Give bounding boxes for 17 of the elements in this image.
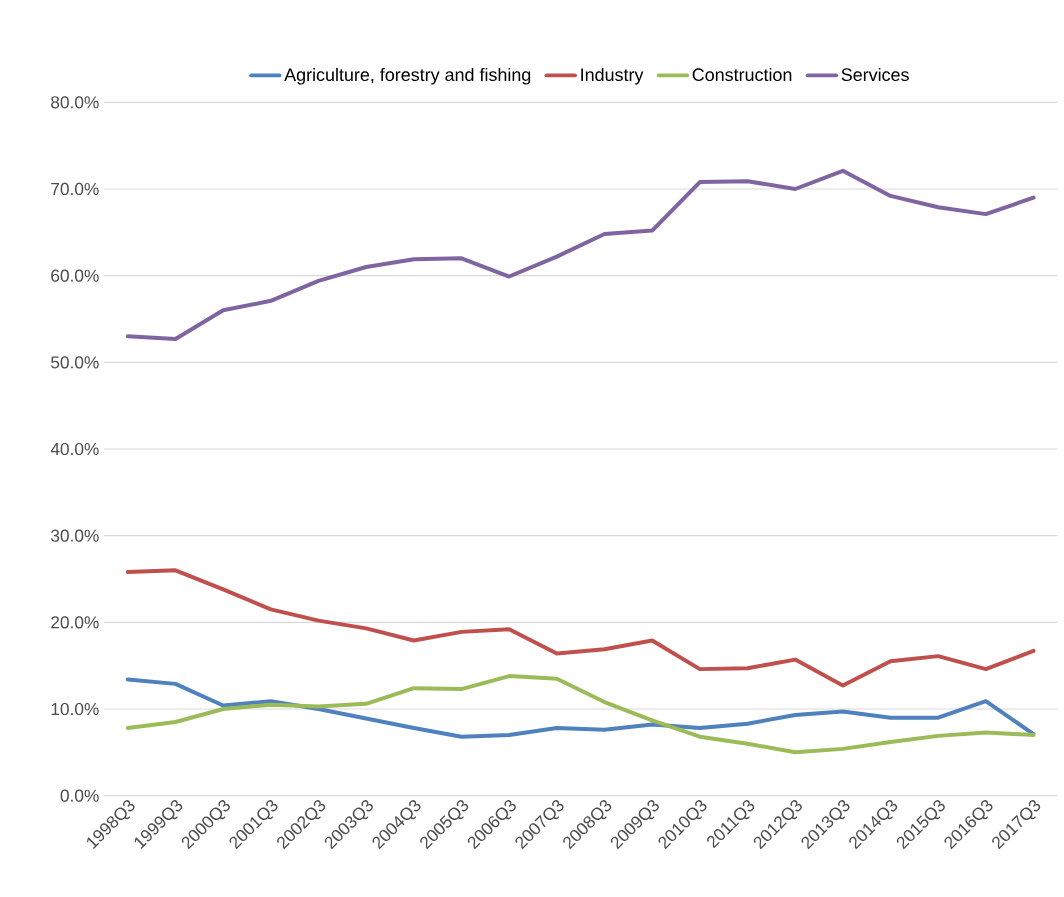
y-tick-label: 10.0%: [51, 702, 99, 716]
y-tick-label: 20.0%: [51, 616, 99, 629]
y-tick-label: 50.0%: [51, 356, 99, 369]
y-tick-label: 70.0%: [51, 182, 99, 196]
line-series: [125, 674, 1036, 755]
y-tick-label: 80.0%: [51, 96, 99, 109]
line-series: [125, 168, 1036, 341]
y-tick-label: 40.0%: [50, 442, 99, 456]
y-tick-label: 60.0%: [51, 269, 99, 282]
legend-label: Construction: [692, 67, 792, 82]
line-series: [125, 568, 1036, 688]
legend-label: Agriculture, forestry and fishing: [284, 67, 531, 85]
legend-label: Industry: [581, 67, 644, 85]
y-tick-label: 30.0%: [51, 529, 99, 542]
y-tick-label: 0.0%: [60, 789, 99, 802]
legend-label: Services: [841, 67, 909, 82]
line-series: [125, 677, 1036, 739]
